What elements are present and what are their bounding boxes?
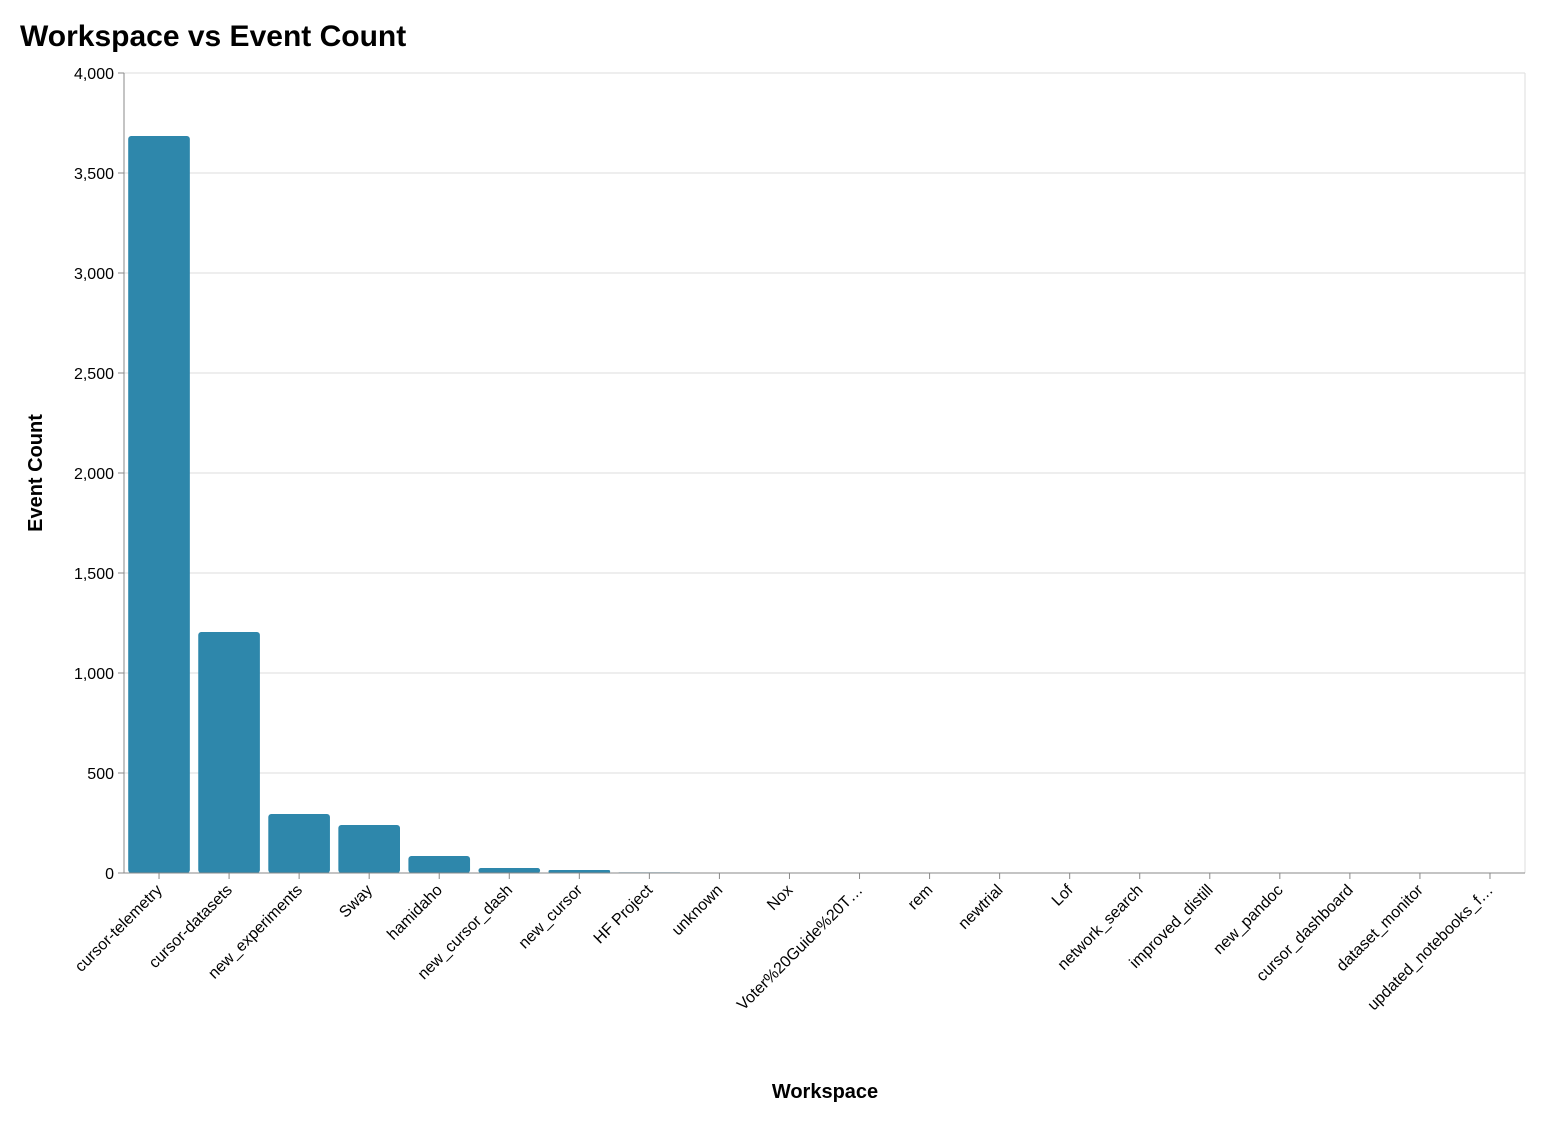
y-axis-title: Event Count bbox=[25, 414, 47, 532]
bar bbox=[548, 870, 611, 873]
x-tick-label: unknown bbox=[669, 882, 726, 939]
bar bbox=[128, 136, 190, 873]
y-tick-label: 0 bbox=[105, 866, 114, 883]
y-tick-label: 3,000 bbox=[74, 266, 114, 283]
bar bbox=[478, 868, 541, 873]
y-tick-label: 4,000 bbox=[74, 66, 114, 83]
x-tick-label: new_cursor bbox=[516, 881, 587, 952]
bar bbox=[338, 825, 400, 873]
y-tick-label: 3,500 bbox=[74, 166, 114, 183]
x-tick-label: hamidaho bbox=[384, 882, 446, 944]
y-tick-label: 500 bbox=[87, 766, 114, 783]
x-tick-label: updated_notebooks_f… bbox=[1365, 882, 1497, 1014]
y-tick-label: 1,500 bbox=[74, 566, 114, 583]
x-tick-label: Sway bbox=[336, 882, 376, 922]
x-axis-title: Workspace bbox=[772, 1081, 878, 1103]
x-tick-label: newtrial bbox=[955, 882, 1006, 933]
bar bbox=[198, 632, 260, 873]
y-tick-label: 2,000 bbox=[74, 466, 114, 483]
x-tick-label: Nox bbox=[764, 882, 796, 914]
x-tick-label: rem bbox=[905, 882, 937, 914]
x-tick-label: Voter%20Guide%20T… bbox=[734, 882, 866, 1014]
chart-title: Workspace vs Event Count bbox=[20, 20, 406, 53]
y-tick-label: 2,500 bbox=[74, 366, 114, 383]
bar bbox=[408, 856, 471, 873]
bar bbox=[268, 814, 330, 873]
x-tick-label: new_pandoc bbox=[1210, 882, 1286, 958]
x-tick-label: Lof bbox=[1049, 881, 1077, 909]
x-tick-label: HF Project bbox=[591, 881, 657, 947]
y-tick-label: 1,000 bbox=[74, 666, 114, 683]
